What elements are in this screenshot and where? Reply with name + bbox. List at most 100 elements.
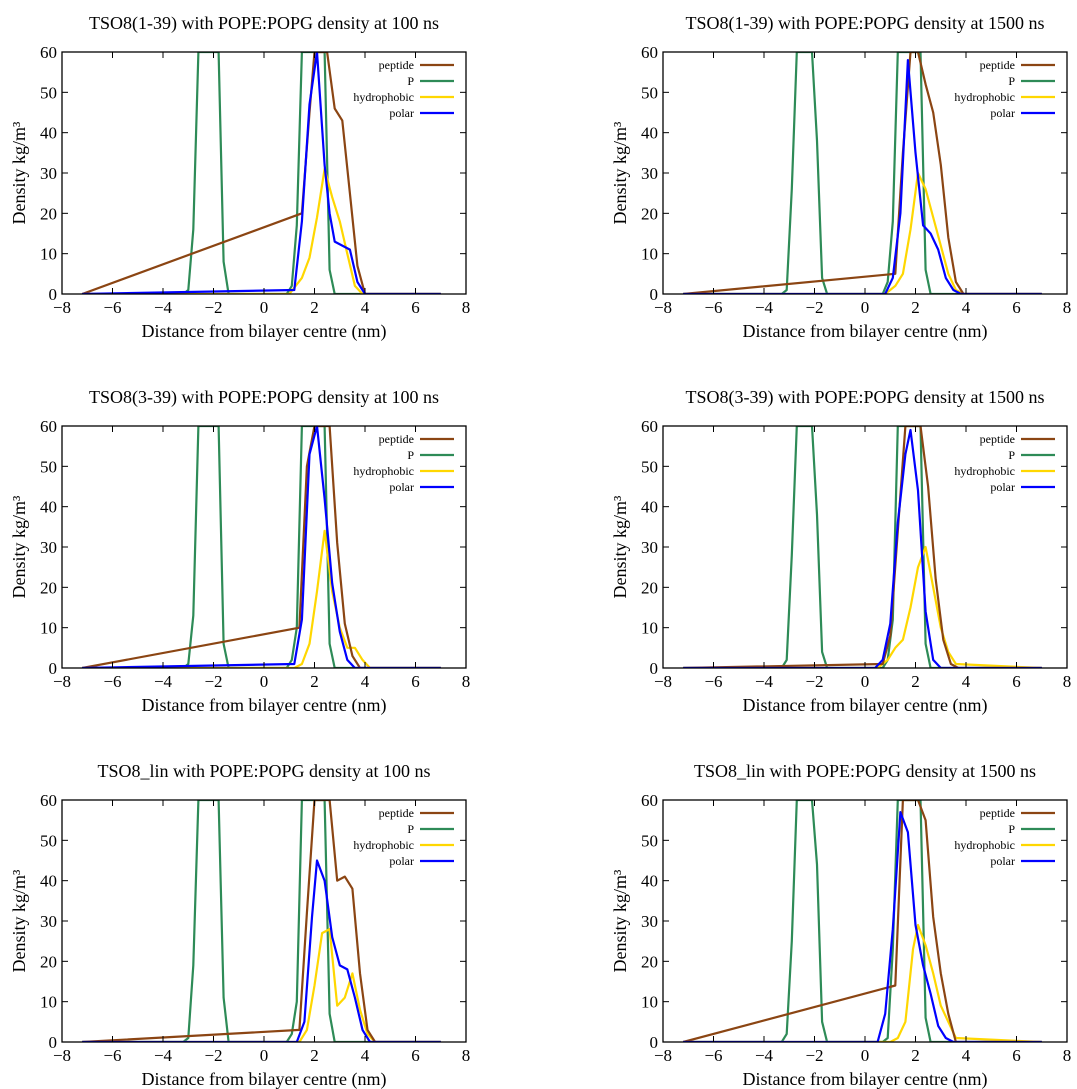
- x-tick-label: 4: [962, 672, 971, 691]
- legend-label: peptide: [980, 58, 1015, 72]
- x-tick-label: −4: [755, 672, 774, 691]
- y-tick-label: 40: [40, 498, 57, 517]
- x-tick-label: 2: [911, 672, 920, 691]
- chart-panel: TSO8_lin with POPE:POPG density at 100 n…: [9, 761, 470, 1089]
- y-tick-label: 30: [40, 912, 57, 931]
- x-tick-label: 6: [411, 1046, 420, 1065]
- series-line-P: [82, 52, 441, 294]
- chart-panel: TSO8_lin with POPE:POPG density at 1500 …: [610, 761, 1071, 1089]
- x-axis-label: Distance from bilayer centre (nm): [142, 1069, 387, 1089]
- y-tick-label: 30: [40, 164, 57, 183]
- chart-title: TSO8(1-39) with POPE:POPG density at 150…: [685, 13, 1044, 34]
- y-tick-label: 20: [641, 952, 658, 971]
- plot-frame: [61, 51, 467, 295]
- y-tick-label: 60: [40, 43, 57, 62]
- x-tick-label: 8: [1063, 298, 1072, 317]
- y-axis-label: Density kg/m³: [610, 121, 630, 224]
- series-group: [682, 800, 1042, 1042]
- x-tick-label: 2: [310, 298, 319, 317]
- x-tick-label: 0: [260, 1046, 269, 1065]
- x-tick-label: −6: [103, 1046, 121, 1065]
- series-line-hydrophobic: [683, 171, 1042, 294]
- x-tick-label: −2: [204, 298, 222, 317]
- x-tick-label: −4: [154, 1046, 173, 1065]
- y-tick-label: 40: [641, 498, 658, 517]
- x-tick-label: −6: [704, 1046, 722, 1065]
- x-tick-label: 2: [310, 1046, 319, 1065]
- x-tick-label: 8: [462, 672, 471, 691]
- legend-label: P: [407, 822, 414, 836]
- x-tick-label: 6: [411, 298, 420, 317]
- legend-label: polar: [990, 854, 1015, 868]
- legend-label: polar: [990, 480, 1015, 494]
- x-axis-label: Distance from bilayer centre (nm): [743, 1069, 988, 1089]
- y-tick-label: 10: [40, 619, 57, 638]
- x-tick-label: −2: [204, 1046, 222, 1065]
- series-line-P: [82, 426, 441, 668]
- y-tick-label: 30: [641, 538, 658, 557]
- y-tick-label: 50: [641, 457, 658, 476]
- series-group: [82, 800, 441, 1042]
- y-tick-label: 0: [49, 659, 58, 678]
- series-line-hydrophobic: [82, 167, 441, 294]
- y-tick-label: 20: [40, 204, 57, 223]
- plot-frame: [662, 51, 1068, 295]
- y-tick-label: 40: [40, 124, 57, 143]
- legend-label: polar: [389, 854, 414, 868]
- legend-label: polar: [389, 106, 414, 120]
- series-line-polar: [82, 52, 441, 294]
- y-tick-label: 10: [40, 993, 57, 1012]
- y-axis-label: Density kg/m³: [9, 869, 29, 972]
- x-tick-label: −2: [805, 672, 823, 691]
- legend-label: polar: [389, 480, 414, 494]
- x-tick-label: 0: [861, 298, 870, 317]
- series-line-peptide: [683, 52, 1042, 294]
- chart-title: TSO8(1-39) with POPE:POPG density at 100…: [89, 13, 439, 34]
- x-tick-label: −6: [704, 298, 722, 317]
- series-line-P: [683, 52, 1042, 294]
- chart-panel: TSO8(3-39) with POPE:POPG density at 150…: [610, 387, 1071, 716]
- series-line-P: [683, 800, 1042, 1042]
- legend-label: polar: [990, 106, 1015, 120]
- x-tick-label: −4: [755, 298, 774, 317]
- series-line-hydrophobic: [82, 529, 441, 668]
- x-tick-label: 2: [911, 1046, 920, 1065]
- y-tick-label: 20: [641, 578, 658, 597]
- series-line-peptide: [81, 52, 441, 294]
- x-tick-label: 0: [260, 298, 269, 317]
- series-line-hydrophobic: [82, 927, 441, 1042]
- legend-label: P: [1008, 74, 1015, 88]
- x-tick-label: 4: [361, 1046, 370, 1065]
- y-tick-label: 60: [641, 417, 658, 436]
- x-tick-label: 4: [361, 298, 370, 317]
- y-axis-label: Density kg/m³: [610, 869, 630, 972]
- y-tick-label: 50: [40, 83, 57, 102]
- x-tick-label: 2: [310, 672, 319, 691]
- series-line-P: [683, 426, 1042, 668]
- series-line-peptide: [81, 426, 441, 668]
- x-tick-label: −2: [805, 1046, 823, 1065]
- x-tick-label: −4: [154, 298, 173, 317]
- y-tick-label: 40: [641, 872, 658, 891]
- x-tick-label: 8: [462, 1046, 471, 1065]
- legend-label: peptide: [980, 432, 1015, 446]
- legend-label: peptide: [980, 806, 1015, 820]
- y-tick-label: 50: [40, 457, 57, 476]
- y-tick-label: 50: [641, 831, 658, 850]
- y-tick-label: 20: [40, 578, 57, 597]
- chart-panel: TSO8(1-39) with POPE:POPG density at 150…: [610, 13, 1071, 342]
- x-tick-label: −8: [53, 298, 71, 317]
- y-tick-label: 10: [40, 245, 57, 264]
- y-tick-label: 30: [40, 538, 57, 557]
- x-tick-label: 0: [861, 672, 870, 691]
- legend-label: P: [1008, 448, 1015, 462]
- legend-label: hydrophobic: [353, 838, 414, 852]
- chart-title: TSO8_lin with POPE:POPG density at 1500 …: [694, 761, 1036, 781]
- x-tick-label: 2: [911, 298, 920, 317]
- series-group: [683, 426, 1042, 668]
- x-tick-label: 8: [1063, 672, 1072, 691]
